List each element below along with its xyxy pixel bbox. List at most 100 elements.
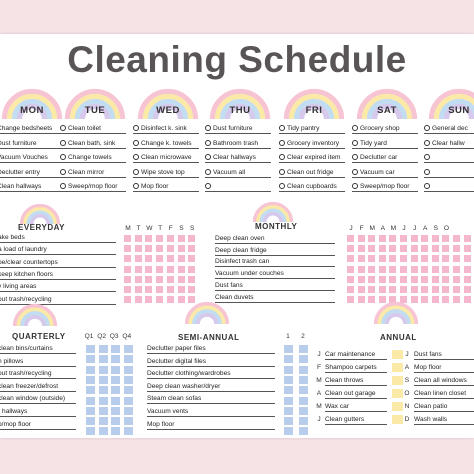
task-row[interactable]: Clear expired item	[279, 154, 345, 164]
tracker-cell[interactable]	[357, 286, 365, 293]
tracker-cell[interactable]	[124, 245, 131, 253]
task-checkbox[interactable]	[279, 183, 285, 190]
tracker-cell[interactable]	[378, 296, 386, 304]
task-checkbox[interactable]	[205, 125, 211, 131]
tracker-cell[interactable]	[156, 275, 164, 283]
tracker-cell[interactable]	[368, 235, 376, 242]
tracker-cell[interactable]	[98, 375, 108, 384]
task-row[interactable]: Clean hallways	[0, 183, 63, 193]
tracker-cell[interactable]	[123, 396, 133, 405]
tracker-cell[interactable]	[111, 396, 121, 405]
task-checkbox[interactable]	[352, 168, 358, 175]
tracker-cell[interactable]	[284, 406, 293, 415]
tracker-cell[interactable]	[453, 275, 460, 283]
annual-task[interactable]: Clean patio	[414, 403, 474, 412]
tracker-cell[interactable]	[347, 255, 354, 263]
tracker-cell[interactable]	[145, 296, 153, 304]
tracker-cell[interactable]	[347, 265, 354, 273]
tracker-cell[interactable]	[156, 245, 164, 253]
task-row[interactable]	[424, 154, 474, 164]
tracker-cell[interactable]	[123, 345, 133, 353]
task-row[interactable]: Dust furniture	[205, 125, 271, 134]
annual-task[interactable]: Clean linen closet	[414, 390, 474, 399]
tracker-cell[interactable]	[410, 275, 418, 283]
tracker-cell[interactable]	[347, 235, 354, 242]
tracker-cell[interactable]	[145, 286, 153, 293]
tracker-cell[interactable]	[431, 275, 439, 283]
tracker-cell[interactable]	[188, 235, 196, 242]
tracker-cell[interactable]	[378, 275, 386, 283]
tracker-cell[interactable]	[400, 296, 407, 304]
tracker-cell[interactable]	[463, 265, 471, 273]
annual-task[interactable]: Shampoo carpets	[325, 364, 387, 373]
tracker-cell[interactable]	[166, 296, 174, 304]
tracker-cell[interactable]	[145, 275, 153, 283]
tracker-cell[interactable]	[134, 245, 142, 253]
tracker-cell[interactable]	[123, 417, 133, 426]
tracker-cell[interactable]	[98, 345, 108, 353]
tracker-cell[interactable]	[166, 275, 174, 283]
tracker-cell[interactable]	[98, 417, 108, 426]
annual-task[interactable]: Wax car	[325, 403, 387, 412]
task-checkbox[interactable]	[352, 125, 358, 131]
tracker-cell[interactable]	[442, 265, 450, 273]
tracker-cell[interactable]	[166, 235, 174, 242]
tracker-cell[interactable]	[368, 265, 376, 273]
tracker-cell[interactable]	[442, 235, 450, 242]
tracker-cell[interactable]	[463, 296, 471, 304]
tracker-cell[interactable]	[156, 296, 164, 304]
tracker-cell[interactable]	[86, 386, 95, 395]
task-checkbox[interactable]	[133, 183, 139, 190]
task-checkbox[interactable]	[279, 125, 285, 131]
tracker-cell[interactable]	[368, 286, 376, 293]
task-row[interactable]: Grocery shop	[352, 125, 418, 134]
tracker-cell[interactable]	[98, 386, 108, 395]
tracker-cell[interactable]	[111, 365, 121, 374]
tracker-cell[interactable]	[421, 235, 429, 242]
task-row[interactable]: Wipe stove top	[133, 168, 199, 178]
task-row[interactable]: Clean microwave	[133, 154, 199, 164]
tracker-cell[interactable]	[111, 345, 121, 353]
tracker-cell[interactable]	[299, 427, 308, 436]
task-row[interactable]: Declutter car	[352, 154, 418, 164]
tracker-cell[interactable]	[421, 286, 429, 293]
task-checkbox[interactable]	[352, 139, 358, 146]
tracker-cell[interactable]	[400, 286, 407, 293]
tracker-cell[interactable]	[134, 286, 142, 293]
tracker-cell[interactable]	[389, 235, 397, 242]
tracker-cell[interactable]	[134, 255, 142, 263]
tracker-cell[interactable]	[453, 235, 460, 242]
task-checkbox[interactable]	[279, 139, 285, 146]
task-row[interactable]: Declutter entry	[0, 169, 63, 178]
tracker-cell[interactable]	[111, 406, 121, 415]
tracker-cell[interactable]	[188, 245, 196, 253]
tracker-cell[interactable]	[86, 345, 95, 353]
tracker-cell[interactable]	[134, 296, 142, 304]
tracker-cell[interactable]	[166, 265, 174, 273]
tracker-cell[interactable]	[453, 286, 460, 293]
task-row[interactable]: Clear hallw	[424, 139, 474, 149]
tracker-cell[interactable]	[368, 296, 376, 304]
tracker-cell[interactable]	[442, 286, 450, 293]
task-row[interactable]: Vacuum Vouches	[0, 154, 63, 164]
tracker-cell[interactable]	[389, 275, 397, 283]
annual-task[interactable]: Clean throws	[325, 377, 387, 386]
annual-task[interactable]: Clean out garage	[325, 390, 387, 399]
tracker-cell[interactable]	[156, 286, 164, 293]
tracker-cell[interactable]	[347, 286, 354, 293]
task-checkbox[interactable]	[60, 183, 66, 190]
task-row[interactable]: Clean mirror	[60, 168, 126, 178]
tracker-cell[interactable]	[389, 286, 397, 293]
tracker-cell[interactable]	[123, 365, 133, 374]
tracker-cell[interactable]	[177, 275, 185, 283]
tracker-cell[interactable]	[299, 375, 308, 384]
task-checkbox[interactable]	[352, 183, 358, 190]
tracker-cell[interactable]	[188, 286, 196, 293]
tracker-cell[interactable]	[156, 265, 164, 273]
task-checkbox[interactable]	[424, 183, 430, 190]
annual-task[interactable]: Car maintenance	[325, 351, 387, 360]
tracker-cell[interactable]	[166, 286, 174, 293]
task-checkbox[interactable]	[205, 183, 211, 190]
tracker-cell[interactable]	[378, 235, 386, 242]
task-row[interactable]: Clean cupboards	[279, 183, 345, 193]
